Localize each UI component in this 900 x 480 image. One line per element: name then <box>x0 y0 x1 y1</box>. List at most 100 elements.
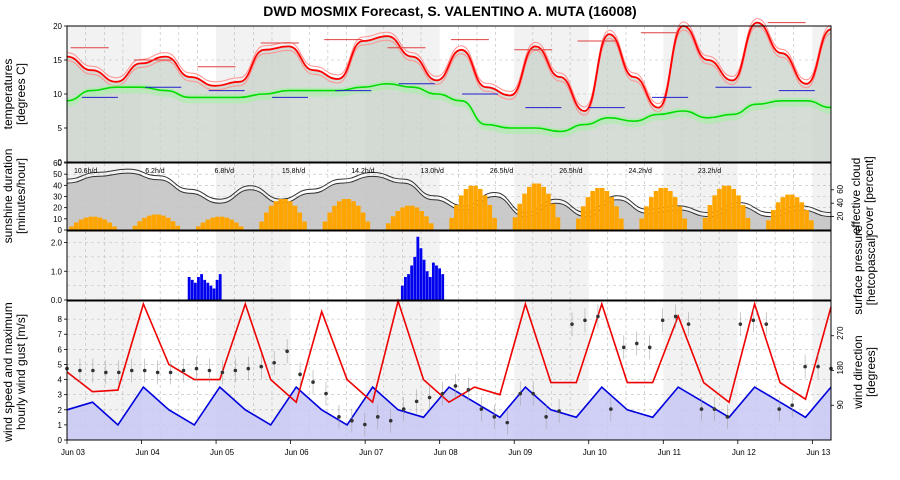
sunshine-bar <box>745 217 751 230</box>
wind-direction-point <box>596 314 600 319</box>
sunshine-bar <box>799 202 805 230</box>
precipitation-bar <box>209 285 213 300</box>
wind-direction-point <box>673 314 678 319</box>
pressure-axis-label: surface pressure <box>851 225 865 315</box>
precipitation-bar <box>197 277 200 300</box>
wind-direction-point <box>777 407 782 411</box>
sunshine-daily-total: 15.8h/d <box>282 168 305 175</box>
y-tick-label: 50 <box>53 170 62 179</box>
sunshine-bar <box>200 222 206 230</box>
sunshine-bar <box>595 187 600 230</box>
wind-direction-point <box>466 388 471 392</box>
cloud-cover-upper-line <box>66 168 832 214</box>
wind-direction-point <box>259 364 264 369</box>
precipitation-bar <box>187 277 191 300</box>
wind-direction-point <box>440 391 445 396</box>
wind-direction-point <box>544 415 548 419</box>
sunshine-bar <box>93 216 98 230</box>
wind-direction-point <box>142 368 147 373</box>
sunshine-bar <box>292 205 298 230</box>
sunshine-daily-total: 6.2h/d <box>145 168 165 175</box>
wind-direction-point <box>453 384 458 388</box>
y-tick-label: 2 <box>58 406 63 415</box>
precipitation-bar <box>419 248 423 300</box>
sunshine-bar <box>766 220 771 230</box>
sunshine-bar <box>599 187 605 230</box>
sunshine-bar <box>365 221 371 230</box>
sunshine-daily-total: 24.2h/d <box>629 168 652 175</box>
sunshine-bar <box>341 199 347 230</box>
wind-direction-point <box>207 368 212 373</box>
sunshine-bar <box>658 187 664 230</box>
precipitation-bar <box>400 285 404 300</box>
wind-direction-point <box>738 322 743 326</box>
sunshine-bar <box>531 183 537 230</box>
right-tick-label: 20 <box>836 211 845 220</box>
wind-direction-point <box>311 380 315 384</box>
sunshine-bar <box>546 193 551 230</box>
x-tick-label: Jun 07 <box>359 448 384 457</box>
right-tick-label: 60 <box>836 184 845 193</box>
sunshine-bar <box>414 207 420 230</box>
right-tick-label: 270 <box>836 326 845 340</box>
wind-direction-point <box>803 364 807 369</box>
sunshine-bar <box>78 219 84 230</box>
wind-direction-axis-label: wind direction <box>851 335 865 409</box>
day-shade <box>67 231 142 300</box>
sunshine-bar <box>165 217 171 230</box>
wind-direction-point <box>401 407 406 411</box>
precipitation-bar <box>203 279 207 300</box>
sunshine-bar <box>809 220 814 230</box>
wind-direction-point <box>375 415 380 419</box>
sunshine-bar <box>283 199 288 230</box>
sunshine-bar <box>487 205 493 230</box>
sunshine-bar <box>302 221 307 230</box>
sunshine-bar <box>259 221 264 230</box>
sunshine-bar <box>238 226 244 230</box>
sunshine-daily-total: 26.5h/d <box>559 168 582 175</box>
temperature-line <box>66 21 832 112</box>
sunshine-daily-total: 13.0h/d <box>421 168 444 175</box>
sunshine-bar <box>428 223 434 230</box>
y-tick-label: 8 <box>58 315 63 324</box>
sunshine-bar <box>219 216 225 230</box>
sunshine-bar <box>590 191 595 230</box>
sunshine-bar <box>473 185 478 230</box>
wind-direction-point <box>531 391 535 396</box>
panel-frame <box>66 162 832 231</box>
sunshine-bar <box>492 217 497 230</box>
y-tick-label: 3 <box>58 391 63 400</box>
sunshine-bar <box>268 205 274 230</box>
sunshine-daily-total: 14.2h/d <box>351 168 374 175</box>
sunshine-bar <box>517 203 523 230</box>
sunshine-bar <box>721 185 727 230</box>
sunshine-bar <box>424 216 429 230</box>
precipitation-bar <box>435 265 438 300</box>
cloud-cover-area <box>67 173 831 230</box>
precipitation-bar <box>431 262 435 300</box>
precipitation-bar <box>212 288 216 300</box>
precipitation-bar <box>422 259 426 300</box>
sunshine-bar <box>195 226 201 230</box>
y-tick-label: 40 <box>53 181 62 190</box>
sunshine-bar <box>102 219 108 230</box>
wind-axis-label: hourly wind gust [m/s] <box>14 314 28 430</box>
sunshine-bar <box>604 191 610 230</box>
sunshine-bar <box>322 221 328 230</box>
wind-direction-point <box>764 322 769 326</box>
sunshine-bar <box>386 223 391 230</box>
sunshine-bar <box>717 188 722 230</box>
wind-direction-point <box>492 415 497 419</box>
sunshine-bar <box>527 186 532 230</box>
sunshine-bar <box>405 205 410 230</box>
sunshine-bar <box>614 206 619 230</box>
cloud-cover-line <box>66 172 832 218</box>
dewpoint-line <box>66 82 832 133</box>
gust-line <box>66 298 832 404</box>
y-tick-label: 10 <box>53 90 62 99</box>
sunshine-bar <box>287 201 293 230</box>
panel-frame <box>66 230 832 301</box>
wind-direction-point <box>337 415 341 419</box>
panel-frame <box>66 25 832 163</box>
